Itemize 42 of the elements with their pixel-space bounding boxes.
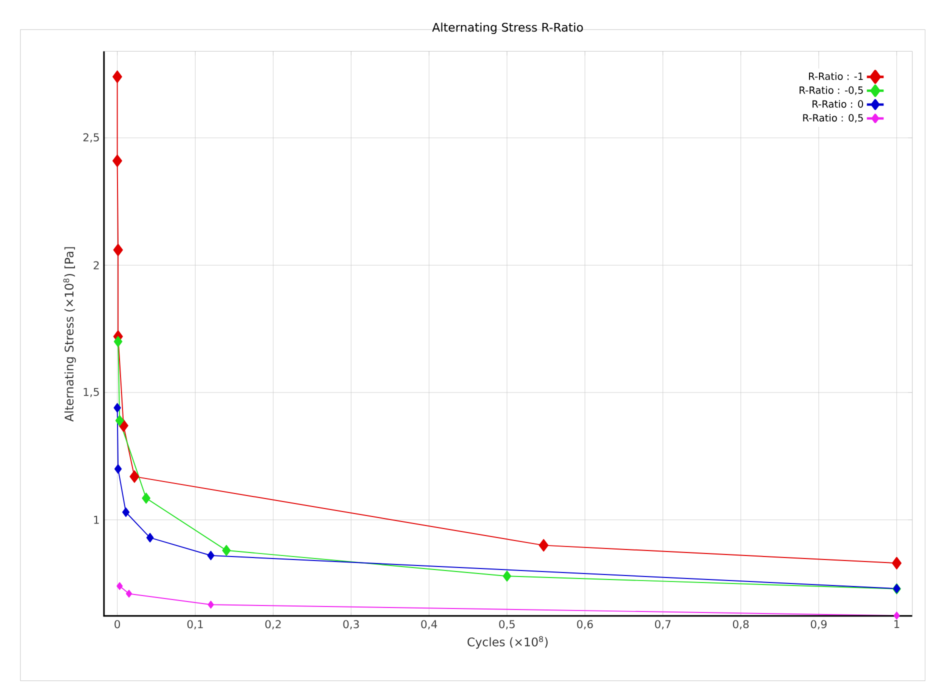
point — [208, 600, 214, 609]
x-tick-label: 0,7 — [654, 620, 671, 630]
point — [116, 582, 123, 590]
x-tick-label: 0,2 — [265, 620, 281, 630]
y-axis-title: Alternating Stress (×10$^{8}$) [Pa] — [63, 247, 76, 422]
y-tick-label: 1 — [94, 516, 99, 524]
x-tick-label: 0,1 — [187, 620, 203, 630]
x-tick-label: 0,5 — [499, 620, 515, 630]
x-tick-label: 0,9 — [810, 620, 827, 630]
y-tick-label: 2,5 — [83, 133, 99, 143]
x-tick-label: 0,3 — [343, 620, 359, 630]
legend-label: R-Ratio : -1 — [809, 72, 863, 80]
x-tick-label: 1 — [894, 620, 900, 628]
x-tick-label: 0,6 — [577, 620, 593, 630]
legend-label: R-Ratio : 0,5 — [803, 114, 863, 123]
legend-label: R-Ratio : 0 — [812, 100, 864, 108]
point — [112, 154, 122, 168]
legend-label: R-Ratio : -0,5 — [800, 86, 863, 95]
point — [146, 533, 154, 543]
point — [894, 612, 900, 620]
point — [115, 415, 124, 426]
point — [114, 464, 122, 474]
point — [114, 336, 122, 348]
x-axis-title: Cycles (×10$^{8}$) — [468, 636, 548, 649]
y-tick-label: 1,5 — [84, 388, 99, 398]
point — [207, 550, 214, 560]
point — [142, 492, 150, 504]
point — [114, 403, 121, 413]
point — [222, 545, 231, 556]
point — [892, 556, 902, 570]
point — [126, 590, 132, 598]
x-tick-label: 0,8 — [732, 620, 749, 630]
x-tick-label: 0 — [114, 620, 120, 628]
point — [122, 508, 130, 518]
point — [130, 470, 140, 483]
y-tick-label: 2 — [94, 261, 99, 270]
point — [502, 570, 512, 582]
chart-title: Alternating Stress R-Ratio — [432, 22, 583, 34]
point — [113, 244, 123, 256]
x-tick-label: 0,4 — [421, 620, 438, 630]
point — [538, 539, 548, 552]
point — [112, 70, 122, 84]
